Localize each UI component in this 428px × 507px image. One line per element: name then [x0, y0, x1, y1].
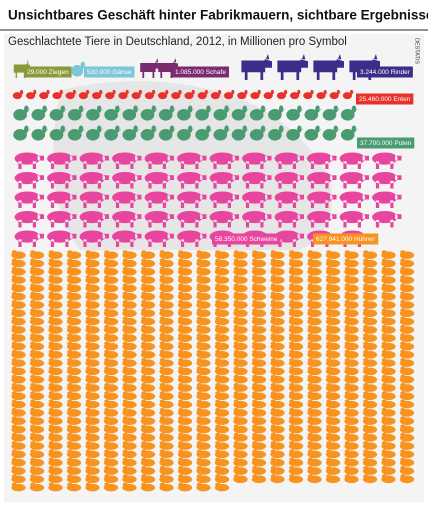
value-label: 29.000 Ziegen — [27, 69, 69, 76]
icon-group — [71, 61, 86, 77]
value-label-box: 627.941.000 Hühner — [313, 233, 379, 245]
icons — [11, 250, 415, 492]
value-label: 627.941.000 Hühner — [316, 236, 376, 243]
label-background — [212, 233, 281, 245]
label-background — [84, 66, 135, 78]
icons — [13, 60, 31, 78]
label-background — [357, 137, 415, 149]
value-label: 37.700.000 Puten — [360, 140, 412, 147]
chart-title: Unsichtbares Geschäft hinter Fabrikmauer… — [8, 8, 428, 23]
icons — [140, 58, 178, 78]
chart-subtitle: Geschlachtete Tiere in Deutschland, 2012… — [8, 36, 347, 48]
value-label-box: 29.000 Ziegen — [24, 66, 72, 78]
icon-group — [11, 250, 415, 492]
icon-group — [14, 152, 402, 247]
value-label-box: 1.085.000 Schafe — [172, 66, 229, 78]
icon-group — [241, 54, 380, 80]
value-label: 58.350.000 Schweine — [215, 236, 278, 243]
value-label-box: 25.460.000 Enten — [356, 93, 414, 105]
source: DESTATIS — [414, 38, 420, 64]
value-label-box: 37.700.000 Puten — [357, 137, 415, 149]
icons — [241, 54, 380, 80]
value-label: 530.000 Gänse — [87, 69, 132, 76]
pictograph: 29.000 Ziegen 530.000 Gänse 1.085.000 Scha… — [11, 54, 415, 492]
label-background — [313, 233, 379, 245]
value-label: 1.085.000 Schafe — [175, 69, 226, 76]
label-background — [356, 93, 414, 105]
icon-group — [13, 105, 358, 141]
value-label-box: 530.000 Gänse — [84, 66, 135, 78]
value-label: 3.244.000 Rinder — [360, 69, 411, 76]
value-label-box: 3.244.000 Rinder — [357, 66, 413, 78]
value-label-box: 58.350.000 Schweine — [212, 233, 281, 245]
label-background — [172, 66, 229, 78]
icon-group — [13, 60, 31, 78]
icon-group — [12, 89, 355, 100]
value-label: 25.460.000 Enten — [359, 96, 411, 103]
icons — [14, 152, 402, 247]
icons — [12, 89, 355, 100]
label-background — [24, 66, 72, 78]
label-background — [357, 66, 413, 78]
icons — [71, 61, 86, 77]
icons — [13, 105, 358, 141]
icon-group — [140, 58, 178, 78]
